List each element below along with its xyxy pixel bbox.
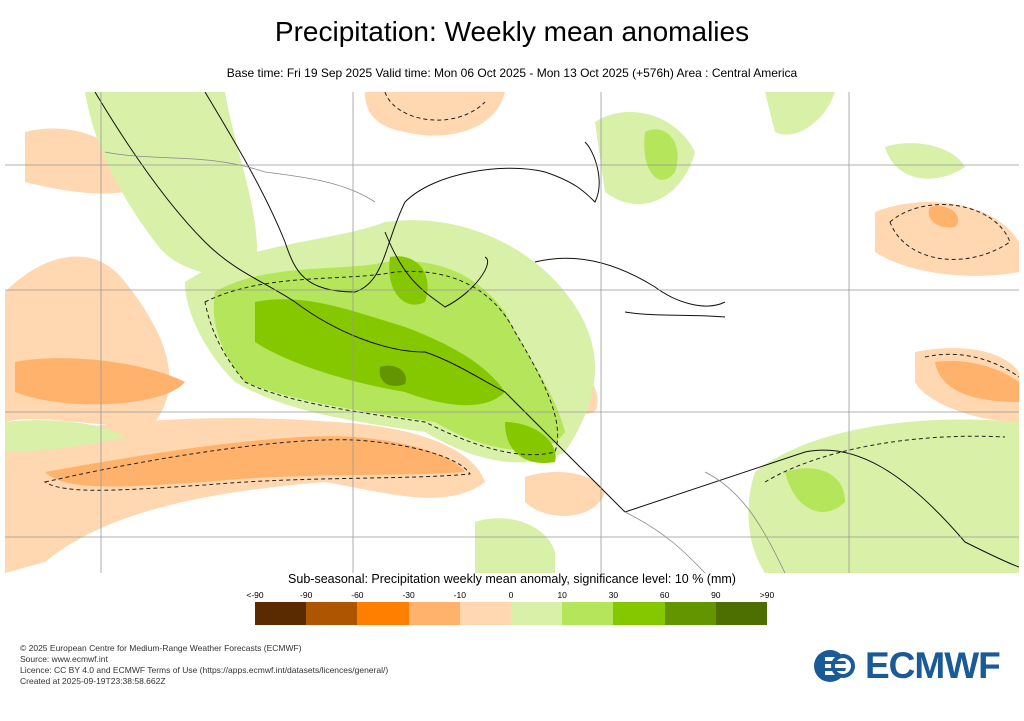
legend-tick: -30: [402, 590, 415, 600]
legend-tick: 60: [659, 590, 670, 600]
legend-swatch: [562, 602, 614, 625]
legend-tick: -10: [453, 590, 466, 600]
legend-tick: <-90: [246, 590, 264, 600]
legend-swatch: [357, 602, 409, 625]
legend-tick: 30: [608, 590, 619, 600]
source: Source: www.ecmwf.int: [20, 654, 108, 664]
ecmwf-logo-icon: [814, 650, 859, 682]
legend-swatch: [306, 602, 358, 625]
legend-title: Sub-seasonal: Precipitation weekly mean …: [288, 572, 736, 586]
copyright: © 2025 European Centre for Medium-Range …: [20, 643, 302, 653]
created-at: Created at 2025-09-19T23:38:58.662Z: [20, 676, 166, 686]
precipitation-anomaly-map: [5, 92, 1019, 573]
ecmwf-logo: ECMWF: [813, 645, 1001, 687]
legend-swatch: [664, 602, 716, 625]
color-legend: [255, 602, 767, 625]
legend-swatch: [510, 602, 563, 625]
legend-swatch: [613, 602, 665, 625]
legend-swatch: [408, 602, 460, 625]
legend-tick: -60: [351, 590, 364, 600]
legend-tick: -90: [300, 590, 313, 600]
legend-swatch: [715, 602, 767, 625]
legend-tick: 90: [711, 590, 721, 600]
footer: © 2025 European Centre for Medium-Range …: [20, 643, 388, 687]
legend-tick: 0: [508, 590, 514, 600]
licence: Licence: CC BY 4.0 and ECMWF Terms of Us…: [20, 665, 389, 675]
coastlines: [94, 92, 1019, 568]
legend-tick: 10: [557, 590, 567, 600]
country-borders: [104, 151, 786, 573]
legend-swatch: [459, 602, 511, 625]
ecmwf-logo-text: ECMWF: [865, 645, 1001, 686]
page-title: Precipitation: Weekly mean anomalies: [274, 16, 750, 47]
legend-swatch: [255, 602, 307, 625]
subtitle: Base time: Fri 19 Sep 2025 Valid time: M…: [226, 66, 798, 80]
very-wet-area: [379, 365, 406, 387]
strong-wet-areas: [255, 256, 556, 463]
graticule: [5, 92, 1019, 573]
legend-tick: >90: [759, 590, 775, 600]
